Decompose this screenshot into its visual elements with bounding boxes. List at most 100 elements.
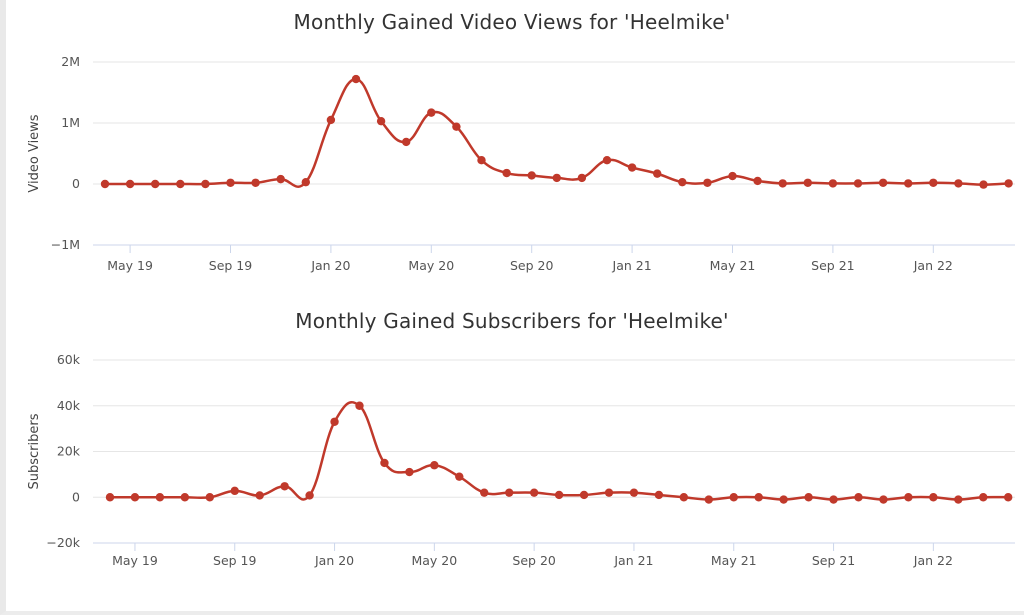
- subscribers-data-point[interactable]: [230, 486, 239, 496]
- subscribers-data-point[interactable]: [704, 495, 713, 504]
- views-x-tick-label: May 21: [710, 258, 756, 273]
- subscribers-x-tick-label: Jan 21: [613, 553, 653, 568]
- views-data-point[interactable]: [954, 179, 963, 188]
- subscribers-data-point[interactable]: [854, 493, 863, 502]
- views-data-point[interactable]: [703, 178, 712, 187]
- views-data-point[interactable]: [527, 171, 536, 180]
- views-data-point[interactable]: [301, 177, 310, 187]
- subscribers-y-tick-label: 60k: [57, 352, 81, 367]
- subscribers-y-tick-label: 20k: [57, 444, 81, 459]
- views-data-point[interactable]: [878, 178, 888, 187]
- views-data-point[interactable]: [477, 156, 486, 165]
- views-x-tick-label: May 19: [107, 258, 153, 273]
- views-y-tick-label: 0: [72, 176, 80, 191]
- views-x-tick-label: Jan 21: [612, 258, 652, 273]
- subscribers-data-point[interactable]: [579, 490, 589, 500]
- subscribers-data-point[interactable]: [180, 493, 190, 502]
- views-data-point[interactable]: [176, 179, 185, 189]
- views-data-point[interactable]: [627, 163, 637, 172]
- subscribers-data-point[interactable]: [954, 495, 963, 504]
- subscribers-data-point[interactable]: [904, 493, 913, 502]
- views-data-point[interactable]: [1004, 179, 1013, 188]
- views-data-point[interactable]: [678, 177, 687, 187]
- subscribers-y-axis-title: Subscribers: [27, 413, 42, 489]
- subscribers-data-point[interactable]: [804, 493, 813, 502]
- views-data-point[interactable]: [728, 171, 737, 181]
- subscribers-data-point[interactable]: [505, 488, 514, 497]
- views-data-point[interactable]: [326, 115, 336, 125]
- subscribers-data-point[interactable]: [779, 495, 788, 504]
- subscribers-data-point[interactable]: [654, 490, 664, 500]
- subscribers-x-tick-label: Jan 22: [913, 553, 953, 568]
- views-data-point[interactable]: [979, 180, 988, 189]
- subscribers-data-point[interactable]: [529, 488, 539, 497]
- subscribers-data-point[interactable]: [105, 493, 115, 502]
- subscribers-data-point[interactable]: [430, 461, 439, 470]
- subscribers-data-point[interactable]: [455, 472, 464, 481]
- views-data-point[interactable]: [653, 169, 662, 178]
- views-data-point[interactable]: [276, 174, 285, 184]
- subscribers-chart: Monthly Gained Subscribers for 'Heelmike…: [0, 300, 1024, 615]
- subscribers-data-point[interactable]: [405, 467, 414, 477]
- subscribers-data-point[interactable]: [330, 417, 339, 426]
- views-y-axis-title: Video Views: [27, 114, 42, 192]
- subscribers-data-point[interactable]: [979, 493, 988, 502]
- subscribers-series-line: [109, 401, 1009, 501]
- subscribers-x-tick-label: Sep 21: [812, 553, 855, 568]
- views-data-point[interactable]: [929, 178, 938, 187]
- views-x-tick-label: Sep 19: [209, 258, 252, 273]
- subscribers-data-point[interactable]: [729, 493, 738, 502]
- views-y-tick-label: 1M: [61, 115, 80, 130]
- subscribers-data-point[interactable]: [480, 488, 489, 497]
- views-data-point[interactable]: [803, 178, 812, 187]
- views-x-tick-label: Jan 22: [913, 258, 953, 273]
- subscribers-data-point[interactable]: [929, 493, 938, 502]
- subscribers-data-point[interactable]: [280, 482, 289, 491]
- views-chart: Monthly Gained Video Views for 'Heelmike…: [0, 0, 1024, 300]
- views-data-point[interactable]: [226, 178, 235, 187]
- subscribers-x-tick-label: May 21: [711, 553, 757, 568]
- subscribers-data-point[interactable]: [155, 493, 165, 502]
- views-chart-plot: 2M 1M 0 −1M May 19 Sep 19 Jan 20 May 20 Sep 20 Ja…: [27, 54, 1015, 273]
- views-data-point[interactable]: [427, 108, 436, 117]
- views-data-point[interactable]: [853, 179, 863, 188]
- views-data-point[interactable]: [552, 173, 561, 183]
- views-data-point[interactable]: [828, 179, 838, 188]
- subscribers-data-point[interactable]: [554, 490, 564, 500]
- subscribers-data-point[interactable]: [754, 493, 763, 502]
- subscribers-data-point[interactable]: [305, 491, 314, 500]
- views-data-point[interactable]: [904, 179, 913, 188]
- views-data-point[interactable]: [251, 178, 260, 187]
- views-data-point[interactable]: [402, 137, 411, 147]
- subscribers-data-point[interactable]: [604, 488, 614, 497]
- views-data-point[interactable]: [602, 156, 612, 165]
- views-data-point[interactable]: [351, 74, 361, 84]
- views-data-point[interactable]: [100, 179, 110, 189]
- views-data-point[interactable]: [778, 179, 787, 188]
- subscribers-data-point[interactable]: [130, 493, 140, 502]
- subscribers-data-point[interactable]: [355, 401, 364, 410]
- subscribers-data-point[interactable]: [1004, 493, 1013, 502]
- views-data-point[interactable]: [502, 168, 511, 178]
- subscribers-x-tick-label: May 19: [112, 553, 158, 568]
- subscribers-data-point[interactable]: [829, 495, 838, 504]
- subscribers-y-tick-label: 0: [72, 489, 80, 504]
- views-series-line: [105, 77, 1009, 188]
- subscribers-data-point[interactable]: [879, 495, 888, 504]
- views-x-tick-label: May 20: [408, 258, 454, 273]
- views-data-point[interactable]: [201, 179, 210, 189]
- subscribers-data-point[interactable]: [629, 488, 639, 497]
- subscribers-data-point[interactable]: [205, 493, 214, 502]
- subscribers-chart-title: Monthly Gained Subscribers for 'Heelmike…: [295, 309, 729, 333]
- views-data-point[interactable]: [577, 173, 587, 183]
- subscribers-x-tick-label: Sep 20: [512, 553, 555, 568]
- views-data-point[interactable]: [151, 179, 160, 189]
- views-data-point[interactable]: [376, 116, 386, 126]
- subscribers-data-point[interactable]: [255, 491, 264, 500]
- views-data-point[interactable]: [753, 176, 762, 186]
- views-data-point[interactable]: [125, 179, 135, 189]
- subscribers-x-tick-label: Sep 19: [213, 553, 256, 568]
- views-data-point[interactable]: [452, 122, 461, 131]
- subscribers-data-point[interactable]: [380, 458, 389, 468]
- subscribers-data-point[interactable]: [679, 493, 689, 502]
